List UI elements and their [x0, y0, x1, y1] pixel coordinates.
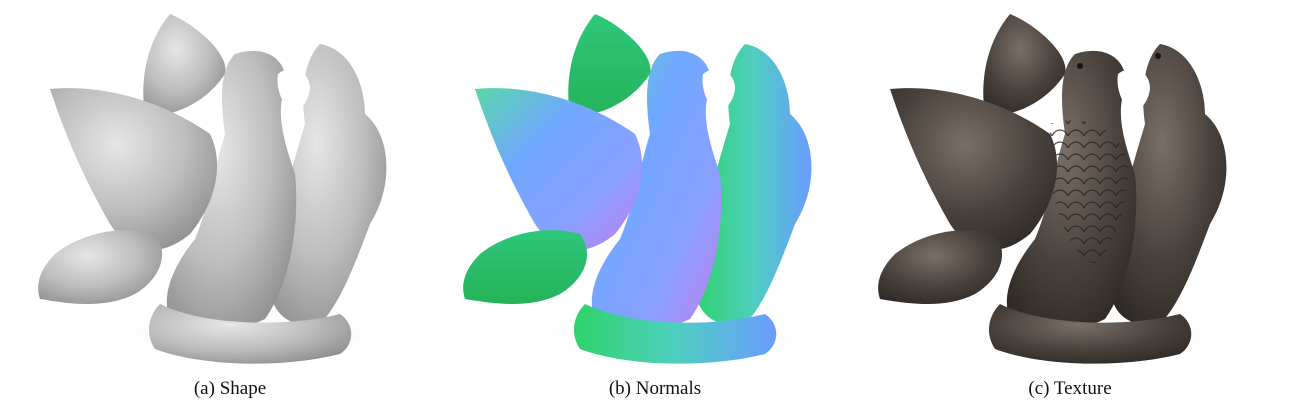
panel-texture: (c) Texture [860, 0, 1280, 417]
doves-sculpture-texture-image [878, 14, 1240, 364]
caption-normals: (b) Normals [608, 378, 702, 399]
doves-sculpture-normals-image [463, 14, 825, 364]
panel-shape: (a) Shape [20, 0, 440, 417]
caption-texture: (c) Texture [1028, 378, 1112, 399]
doves-sculpture-shape-image [38, 14, 400, 364]
caption-shape: (a) Shape [193, 378, 267, 399]
panel-normals: (b) Normals [445, 0, 865, 417]
